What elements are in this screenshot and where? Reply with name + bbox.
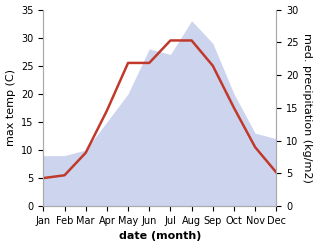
Y-axis label: med. precipitation (kg/m2): med. precipitation (kg/m2) (302, 33, 313, 183)
Y-axis label: max temp (C): max temp (C) (5, 69, 16, 146)
X-axis label: date (month): date (month) (119, 231, 201, 242)
